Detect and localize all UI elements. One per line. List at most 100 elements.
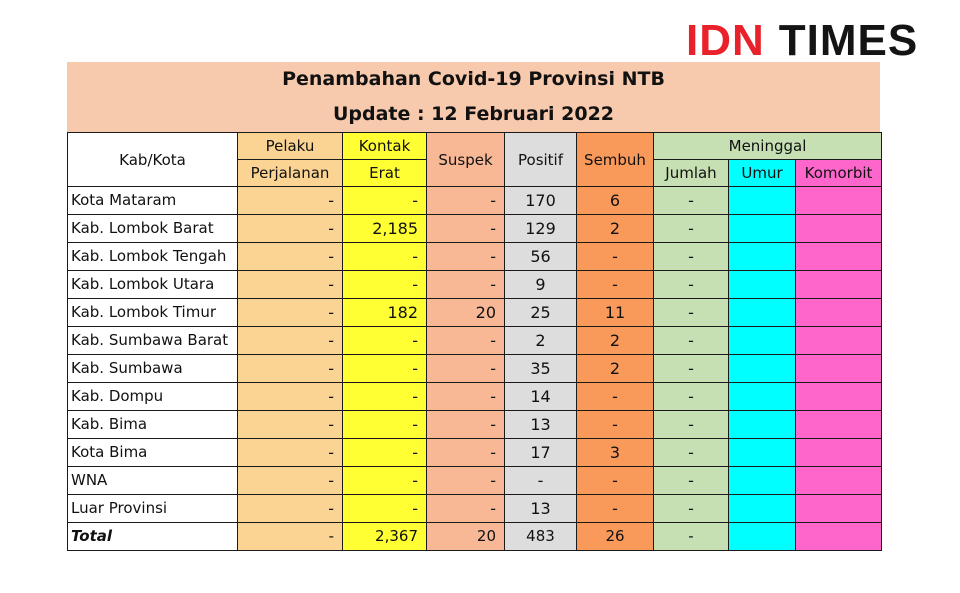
cell-jumlah: - — [653, 298, 729, 327]
cell-positif: 9 — [504, 270, 577, 299]
cell-komorbit — [794, 354, 883, 383]
header-meninggal: Meninggal — [652, 132, 883, 160]
cell-pelaku: - — [237, 214, 343, 243]
cell-suspek: - — [426, 326, 505, 355]
covid-table: Kab/Kota Pelaku Kontak Suspek Positif Se… — [67, 132, 883, 551]
cell-pelaku: - — [237, 270, 343, 299]
header-jumlah: Jumlah — [653, 159, 729, 187]
cell-sembuh: - — [576, 382, 654, 411]
cell-umur — [728, 410, 796, 439]
cell-sembuh: - — [576, 494, 654, 523]
cell-umur — [728, 186, 796, 215]
cell-umur — [728, 494, 796, 523]
cell-jumlah: - — [653, 522, 729, 551]
cell-kontak: - — [342, 186, 427, 215]
cell-pelaku: - — [237, 522, 343, 551]
cell-kontak: - — [342, 382, 427, 411]
cell-positif: - — [504, 466, 577, 495]
cell-suspek: - — [426, 410, 505, 439]
cell-sembuh: 3 — [576, 438, 654, 467]
cell-jumlah: - — [653, 438, 729, 467]
cell-suspek: - — [426, 242, 505, 271]
cell-positif: 14 — [504, 382, 577, 411]
cell-komorbit — [794, 382, 883, 411]
cell-komorbit — [794, 270, 883, 299]
cell-kontak: - — [342, 326, 427, 355]
cell-pelaku: - — [237, 438, 343, 467]
cell-jumlah: - — [653, 494, 729, 523]
cell-jumlah: - — [653, 326, 729, 355]
total-row: Total -2,367 20 483 26- — [67, 522, 883, 551]
header-kabkota: Kab/Kota — [67, 132, 238, 187]
cell-suspek: - — [426, 466, 505, 495]
cell-sembuh: 2 — [576, 354, 654, 383]
cell-umur — [728, 326, 796, 355]
cell-positif: 35 — [504, 354, 577, 383]
table-row: Kab. Lombok Tengah - - -56- - — [67, 242, 883, 271]
cell-komorbit — [794, 214, 883, 243]
cell-sembuh: 2 — [576, 214, 654, 243]
cell-kabkota: Luar Provinsi — [67, 494, 238, 523]
cell-komorbit — [794, 438, 883, 467]
cell-kabkota: Kab. Lombok Timur — [67, 298, 238, 327]
table-row: Kab. Bima - - -13- - — [67, 410, 883, 439]
header-pelaku-1: Pelaku — [237, 132, 343, 160]
cell-kontak: - — [342, 410, 427, 439]
cell-kontak: 2,367 — [342, 522, 427, 551]
cell-sembuh: - — [576, 270, 654, 299]
header-kontak-1: Kontak — [342, 132, 427, 160]
table-row: Kab. Lombok Timur -182 20 25 11- — [67, 298, 883, 327]
cell-kontak: - — [342, 354, 427, 383]
cell-positif: 13 — [504, 494, 577, 523]
cell-positif: 129 — [504, 214, 577, 243]
cell-kabkota: WNA — [67, 466, 238, 495]
cell-kontak: - — [342, 494, 427, 523]
cell-umur — [728, 270, 796, 299]
cell-suspek: - — [426, 186, 505, 215]
cell-umur — [728, 438, 796, 467]
idn-times-logo: IDN TIMES — [686, 16, 918, 66]
logo-idn: IDN — [686, 16, 765, 65]
cell-pelaku: - — [237, 326, 343, 355]
title-line-1: Penambahan Covid-19 Provinsi NTB — [282, 68, 665, 90]
cell-kabkota: Kab. Sumbawa — [67, 354, 238, 383]
cell-kabkota: Kab. Lombok Utara — [67, 270, 238, 299]
cell-positif: 13 — [504, 410, 577, 439]
header-kontak-2: Erat — [342, 159, 427, 187]
cell-positif: 2 — [504, 326, 577, 355]
cell-jumlah: - — [653, 186, 729, 215]
cell-kontak: 182 — [342, 298, 427, 327]
cell-jumlah: - — [653, 354, 729, 383]
cell-suspek: - — [426, 438, 505, 467]
table-row: Kab. Lombok Barat -2,185-129 2- — [67, 214, 883, 243]
cell-sembuh: - — [576, 466, 654, 495]
cell-kontak: - — [342, 466, 427, 495]
cell-positif: 56 — [504, 242, 577, 271]
cell-komorbit — [794, 410, 883, 439]
cell-jumlah: - — [653, 214, 729, 243]
table-row: Kota Bima - - -17 3- — [67, 438, 883, 467]
cell-pelaku: - — [237, 382, 343, 411]
cell-komorbit — [794, 186, 883, 215]
cell-positif: 25 — [504, 298, 577, 327]
cell-sembuh: 2 — [576, 326, 654, 355]
cell-kabkota: Kab. Lombok Barat — [67, 214, 238, 243]
cell-kontak: - — [342, 242, 427, 271]
table-row: Luar Provinsi - - -13- - — [67, 494, 883, 523]
cell-sembuh: - — [576, 410, 654, 439]
cell-komorbit — [794, 522, 883, 551]
cell-umur — [728, 214, 796, 243]
cell-pelaku: - — [237, 410, 343, 439]
cell-positif: 17 — [504, 438, 577, 467]
table-row: Kota Mataram - - -170 6- — [67, 186, 883, 215]
cell-kabkota: Kota Mataram — [67, 186, 238, 215]
cell-suspek: 20 — [426, 522, 505, 551]
cell-kabkota: Total — [67, 522, 238, 551]
cell-kabkota: Kab. Dompu — [67, 382, 238, 411]
cell-positif: 170 — [504, 186, 577, 215]
cell-umur — [728, 298, 796, 327]
cell-kontak: 2,185 — [342, 214, 427, 243]
cell-jumlah: - — [653, 270, 729, 299]
cell-pelaku: - — [237, 186, 343, 215]
cell-suspek: - — [426, 382, 505, 411]
